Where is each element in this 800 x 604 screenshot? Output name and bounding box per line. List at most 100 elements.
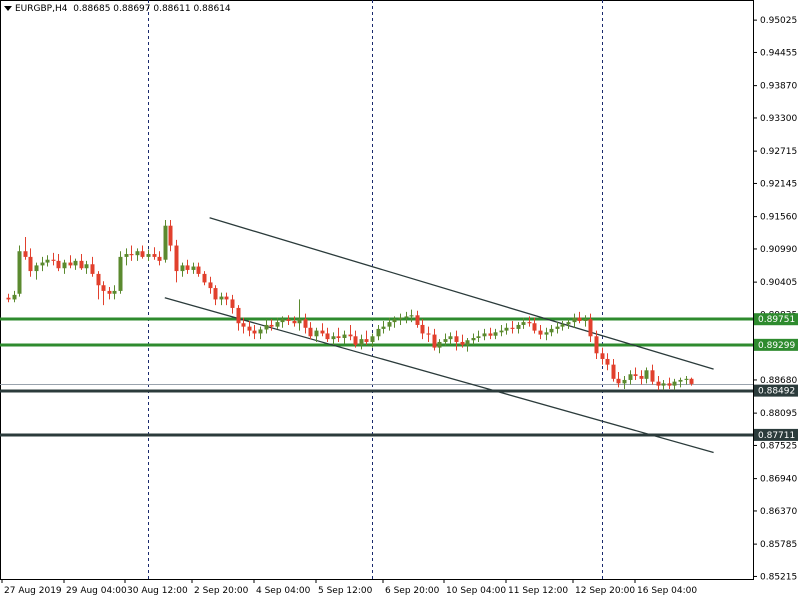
y-tick-label: 0.87525 [760,441,797,451]
candle-body [320,330,325,334]
y-tick-label: 0.88680 [760,376,797,386]
candle-body [560,324,565,327]
candle-body [482,333,487,337]
candle-body [672,381,677,386]
candle-body [398,317,403,320]
y-tick-label: 0.85785 [760,540,797,550]
candle-body [152,254,157,257]
candle-body [370,336,375,342]
candle-body [191,266,196,270]
level-price-label: 0.89299 [758,341,795,351]
candle-body [140,251,145,257]
candle-body [392,319,397,323]
y-tick-label: 0.93300 [760,114,797,124]
candle-body [493,332,498,336]
candle-body [280,319,285,323]
candle-body [202,273,207,283]
candle-body [639,375,644,379]
candle-body [107,290,112,294]
candle-body [656,381,661,386]
x-tick-label: 5 Sep 12:00 [318,586,373,596]
symbol-label: EURGBP,H4 [15,4,68,14]
candle-body [308,327,313,337]
candle-body [448,336,453,340]
candle-body [628,374,633,380]
candle-body [499,330,504,333]
candle-body [616,378,621,384]
candle-body [247,326,252,331]
candle-body [387,322,392,327]
y-tick-label: 0.86370 [760,507,797,517]
candle-body [404,316,409,318]
candle-body [409,315,414,317]
candle-body [527,322,532,324]
y-tick-label: 0.94455 [760,48,797,58]
candle-body [381,326,386,329]
candle-body [325,333,330,340]
candle-body [96,273,101,286]
candle-body [633,374,638,376]
candle-body [252,330,257,334]
candle-body [555,326,560,329]
candle-body [303,319,308,328]
candle-body [622,379,627,384]
candle-body [426,333,431,335]
candle-body [454,336,459,342]
candle-body [684,378,689,380]
candle-body [17,251,22,294]
candle-body [336,336,341,338]
x-tick-label: 10 Sep 04:00 [446,586,506,596]
candle-body [572,317,577,323]
candle-body [230,299,235,308]
candle-body [331,336,336,340]
channel-lower-line[interactable] [164,297,714,454]
candle-body [549,328,554,333]
candle-body [292,320,297,324]
candle-body [90,264,95,274]
candle-body [415,315,420,325]
candle-body [600,353,605,359]
candle-body [68,262,73,266]
candle-body [40,262,45,266]
candle-body [538,330,543,335]
candle-body [364,339,369,342]
dropdown-triangle-icon[interactable] [4,6,12,11]
candle-body [23,251,28,257]
candle-body [163,225,168,260]
channel-upper-line[interactable] [209,217,714,370]
candle-body [129,254,134,256]
candle-body [353,336,358,345]
candle-body [544,332,549,335]
candle-body [224,296,229,300]
plot-frame [0,0,754,580]
candle-body [532,323,537,331]
candle-body [275,322,280,327]
candle-body [516,324,521,329]
candle-body [264,324,269,330]
candle-body [112,290,117,294]
level-price-tag [754,313,798,326]
y-tick-label: 0.92715 [760,147,797,157]
candle-body [258,329,263,334]
candle-body [51,259,56,261]
candle-body [465,340,470,345]
candle-body [437,341,442,348]
y-tick-label: 0.95025 [760,16,797,26]
candle-body [667,383,672,386]
candle-body [56,260,61,269]
chart-header: EURGBP,H4 0.88685 0.88697 0.88611 0.8861… [4,4,231,14]
candle-body [588,319,593,337]
candle-body [196,266,201,274]
candle-body [605,358,610,365]
candle-body [101,285,106,291]
candle-body [583,319,588,321]
x-tick-label: 2 Sep 20:00 [194,586,249,596]
candle-body [566,322,571,325]
candle-body [180,265,185,272]
x-tick-label: 4 Sep 04:00 [256,586,311,596]
y-tick-label: 0.93870 [760,82,797,92]
candle-body [376,328,381,337]
level-price-label: 0.87711 [758,431,795,441]
